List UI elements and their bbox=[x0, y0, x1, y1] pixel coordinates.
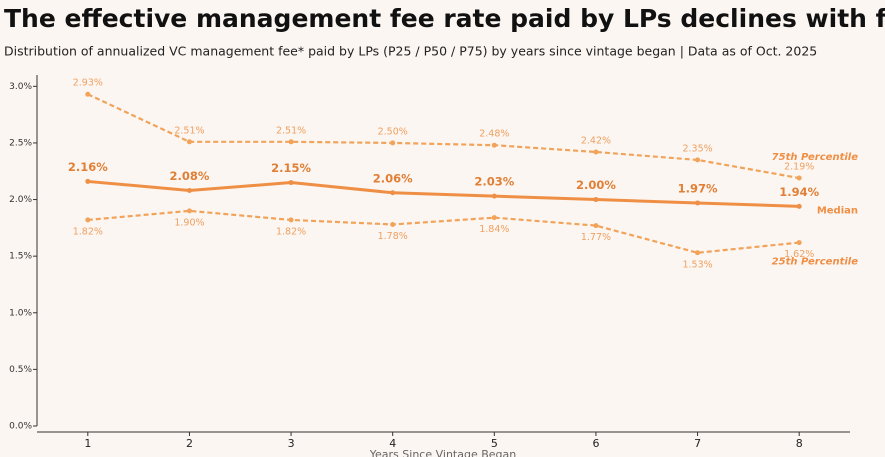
x-tick-label: 4 bbox=[389, 437, 396, 450]
point bbox=[593, 197, 599, 203]
data-label: 2.08% bbox=[169, 169, 209, 183]
point bbox=[288, 217, 294, 223]
line bbox=[87, 93, 800, 180]
data-label: 1.94% bbox=[779, 185, 819, 199]
y-tick-label: 1.5% bbox=[9, 252, 32, 262]
data-label: 2.35% bbox=[682, 143, 712, 154]
data-label: 2.00% bbox=[576, 178, 616, 192]
data-label: 2.50% bbox=[378, 126, 408, 137]
data-label: 1.53% bbox=[682, 259, 712, 270]
data-label: 2.03% bbox=[474, 175, 514, 189]
point bbox=[695, 157, 701, 163]
point bbox=[593, 223, 599, 229]
point bbox=[288, 180, 294, 186]
data-label: 2.15% bbox=[271, 161, 311, 175]
data-label: 1.82% bbox=[276, 226, 306, 237]
data-label: 1.97% bbox=[678, 181, 718, 195]
data-label: 2.51% bbox=[276, 125, 306, 136]
point bbox=[288, 139, 294, 145]
data-label: 2.19% bbox=[784, 162, 814, 173]
y-tick-label: 3.0% bbox=[9, 82, 32, 92]
x-tick-label: 8 bbox=[796, 437, 803, 450]
data-label: 2.48% bbox=[479, 129, 509, 140]
point bbox=[695, 200, 701, 206]
data-label: 1.82% bbox=[73, 226, 103, 237]
y-tick-label: 1.0% bbox=[9, 308, 32, 318]
data-label: 2.42% bbox=[581, 135, 611, 146]
data-label: 1.77% bbox=[581, 232, 611, 243]
data-label: 1.78% bbox=[378, 231, 408, 242]
data-label: 2.06% bbox=[373, 171, 413, 185]
x-tick-label: 2 bbox=[186, 437, 193, 450]
point bbox=[491, 215, 497, 221]
y-tick-label: 0.5% bbox=[9, 365, 32, 375]
point bbox=[491, 193, 497, 199]
point bbox=[186, 187, 192, 193]
x-tick-label: 3 bbox=[288, 437, 295, 450]
point bbox=[695, 250, 701, 256]
point bbox=[85, 91, 91, 97]
data-label: 2.93% bbox=[73, 78, 103, 89]
x-tick-label: 6 bbox=[592, 437, 599, 450]
series-label: 75th Percentile bbox=[772, 152, 859, 163]
data-label: 1.84% bbox=[479, 224, 509, 235]
series-label: 25th Percentile bbox=[772, 257, 859, 268]
data-label: 1.62% bbox=[784, 249, 814, 260]
x-axis-label: Years Since Vintage Began bbox=[369, 448, 516, 457]
point bbox=[796, 203, 802, 209]
x-tick-label: 5 bbox=[491, 437, 498, 450]
point bbox=[390, 221, 396, 227]
point bbox=[491, 142, 497, 148]
point bbox=[796, 175, 802, 181]
data-label: 2.16% bbox=[68, 160, 108, 174]
point bbox=[186, 139, 192, 145]
point bbox=[390, 190, 396, 196]
data-label: 1.90% bbox=[174, 217, 204, 228]
series-label: Median bbox=[817, 205, 858, 216]
point bbox=[186, 208, 192, 214]
chart-subtitle: Distribution of annualized VC management… bbox=[4, 44, 817, 59]
y-tick-label: 2.0% bbox=[9, 195, 32, 205]
line bbox=[87, 209, 800, 254]
line bbox=[87, 179, 800, 208]
chart-title: The effective management fee rate paid b… bbox=[4, 4, 885, 33]
point bbox=[796, 240, 802, 246]
point bbox=[85, 178, 91, 184]
data-label: 2.51% bbox=[174, 125, 204, 136]
point bbox=[593, 149, 599, 155]
point bbox=[85, 217, 91, 223]
x-tick-label: 7 bbox=[694, 437, 701, 450]
y-tick-label: 0.0% bbox=[9, 422, 32, 432]
y-tick-label: 2.5% bbox=[9, 138, 32, 148]
point bbox=[390, 140, 396, 146]
x-tick-label: 1 bbox=[84, 437, 91, 450]
